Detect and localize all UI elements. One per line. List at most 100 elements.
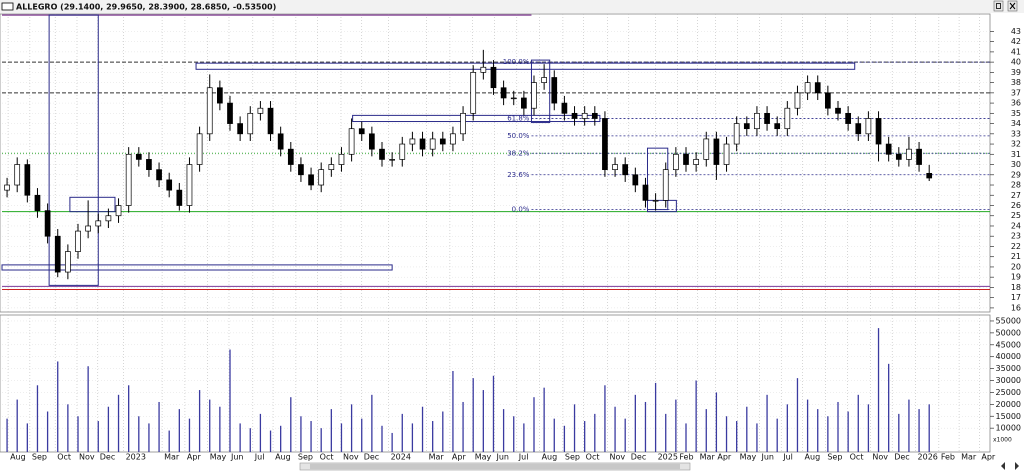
candle-body [642, 184, 649, 201]
x-tick-label: Sep [298, 453, 313, 462]
x-tick-label: Apr [187, 453, 202, 462]
candle-body [521, 97, 527, 109]
candle-body [298, 164, 304, 176]
candle-body [906, 148, 912, 160]
candle-body [34, 194, 41, 211]
y-tick-label: 17 [1011, 293, 1021, 302]
candle-body [318, 169, 325, 186]
chart-title: ALLEGRO (29.1400, 29.9650, 28.3900, 28.6… [16, 3, 276, 12]
y-tick-label: 25 [1011, 211, 1021, 220]
x-tick-label: Aug [805, 453, 821, 462]
candle-body [764, 112, 770, 124]
candle-body [875, 118, 882, 145]
y-tick-label: 40000 [996, 352, 1021, 361]
drawing-box [48, 14, 99, 286]
candle-body [217, 87, 223, 104]
y-tick-label: 33 [1011, 129, 1021, 138]
y-tick-label: 42 [1011, 37, 1021, 46]
y-tick-label: 35 [1011, 109, 1021, 118]
candle-body [125, 153, 132, 206]
candle-body [480, 66, 487, 73]
candle-body [885, 143, 892, 155]
candle-body [24, 164, 31, 196]
candle-body [409, 138, 416, 145]
candle-body [75, 230, 81, 252]
candle-body [541, 77, 547, 83]
candle-body [54, 235, 61, 273]
candle-body [105, 215, 112, 222]
candle-body [754, 112, 760, 130]
candle-body [561, 102, 568, 114]
candle-body [95, 220, 102, 227]
window-icon [1, 2, 14, 11]
candle-body [369, 133, 375, 150]
candle-body [358, 128, 365, 135]
x-tick-label: Nov [872, 453, 888, 462]
restore-icon [996, 3, 1001, 9]
y-tick-label: 20000 [996, 400, 1021, 409]
candle-body [429, 138, 436, 150]
x-tick-label: Sep [827, 453, 842, 462]
candle-body [774, 123, 781, 130]
candle-body [115, 205, 122, 217]
candle-body [571, 112, 578, 119]
candle-body [166, 179, 173, 191]
candle-body [470, 72, 477, 114]
y-tick-label: 16 [1011, 303, 1021, 312]
scroll-right[interactable] [1015, 462, 1019, 470]
x-tick-label: Feb [679, 453, 693, 462]
candle-body [693, 159, 699, 165]
axes: Aug Sep Oct Nov Dec 2023 Mar Apr May Jun Jul Aug Sep… [10, 27, 1021, 462]
candle-body [450, 133, 456, 145]
y-tick-label: 31 [1011, 150, 1021, 159]
y-tick-label: 37 [1011, 88, 1021, 97]
y-tick-label: 30 [1011, 160, 1021, 169]
candle-body [287, 148, 294, 165]
y-tick-label: 55000 [996, 316, 1021, 325]
candle-body [743, 123, 750, 130]
y-tick-label: 28 [1011, 181, 1021, 190]
candle-body [865, 118, 872, 135]
candle-body [510, 97, 517, 100]
candle-body [703, 138, 710, 160]
candle-body [825, 92, 831, 109]
candle-body [196, 133, 203, 165]
volume-panel [0, 314, 991, 453]
candle-body [44, 210, 51, 237]
candle-body [916, 148, 922, 165]
x-tick-label: Oct [320, 453, 334, 462]
fib-label: 0.0% [512, 206, 530, 214]
candle-body [895, 153, 902, 160]
y-tick-label: 18 [1011, 283, 1021, 292]
y-tick-label: 35000 [996, 364, 1021, 373]
candle-body [4, 184, 10, 191]
y-tick-label: 40 [1011, 58, 1021, 67]
marks [4, 49, 933, 452]
x-tick-label: Dec [631, 453, 646, 462]
x-tick-label: Mar [429, 453, 445, 462]
candle-body [135, 153, 142, 160]
candle-body [460, 112, 466, 135]
scrollbar-thumb[interactable] [310, 464, 680, 469]
x-tick-label: Nov [79, 453, 95, 462]
x-tick-label: Aug [10, 453, 26, 462]
x-tick-label: Oct [57, 453, 71, 462]
candle-body [662, 169, 669, 201]
drawing-box [69, 196, 116, 213]
y-tick-label: 27 [1011, 191, 1021, 200]
candle-body [713, 138, 720, 165]
candle-body [85, 225, 91, 232]
restore-button[interactable] [993, 0, 1004, 12]
x-tick-label: May [210, 453, 227, 462]
candle-body [277, 133, 284, 150]
candle-body [419, 138, 426, 150]
x-tick-label: Dec [100, 453, 115, 462]
candle-body [308, 174, 314, 186]
fib-label: 23.6% [507, 171, 530, 179]
x-tick-label: 2025 [658, 453, 678, 462]
scroll-left[interactable] [1001, 462, 1005, 470]
x-tick-label: Mar [164, 453, 180, 462]
y-tick-label: 50000 [996, 328, 1021, 337]
grid [2, 14, 990, 452]
candle-body [389, 159, 395, 161]
